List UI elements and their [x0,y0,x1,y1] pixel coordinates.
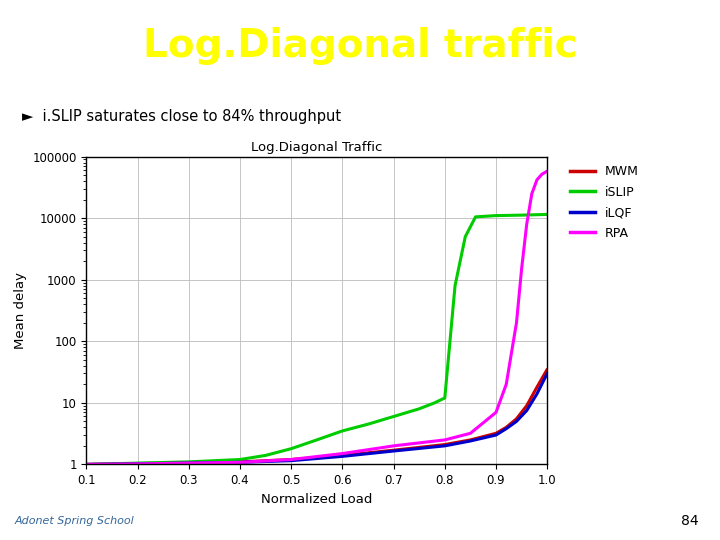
iSLIP [338,428,347,434]
iSLIP [184,458,193,465]
iLQF [502,426,510,432]
iSLIP [287,446,295,452]
iLQF [287,457,295,464]
MWM [492,430,500,436]
RPA [441,437,449,443]
iLQF [390,448,398,454]
RPA [184,460,193,467]
Text: Log.Diagonal traffic: Log.Diagonal traffic [143,27,577,65]
iSLIP [261,452,270,458]
MWM [82,461,91,468]
iLQF [235,459,244,465]
MWM [543,366,552,373]
RPA [528,191,536,197]
Line: iSLIP: iSLIP [86,214,547,464]
Title: Log.Diagonal Traffic: Log.Diagonal Traffic [251,141,382,154]
MWM [338,452,347,458]
MWM [287,456,295,463]
RPA [287,456,295,463]
iSLIP [133,460,142,467]
Line: RPA: RPA [86,171,547,464]
iLQF [441,443,449,449]
iSLIP [431,400,439,406]
RPA [502,381,510,388]
iLQF [184,460,193,467]
RPA [466,430,474,436]
MWM [133,461,142,467]
MWM [512,416,521,422]
iSLIP [390,413,398,420]
Text: Adonet Spring School: Adonet Spring School [14,516,134,526]
RPA [538,171,546,177]
iSLIP [415,406,423,412]
iSLIP [492,212,500,219]
RPA [82,461,91,468]
iSLIP [461,233,469,240]
RPA [338,450,347,457]
MWM [533,384,541,390]
RPA [235,459,244,465]
iLQF [82,461,91,468]
iSLIP [312,437,321,443]
RPA [517,266,526,272]
iLQF [533,390,541,397]
iLQF [492,432,500,438]
MWM [235,458,244,465]
RPA [133,461,142,467]
iSLIP [82,461,91,468]
Text: 84: 84 [681,514,698,528]
MWM [441,441,449,448]
RPA [512,320,521,326]
RPA [390,443,398,449]
iSLIP [517,212,526,218]
iSLIP [441,395,449,401]
iLQF [133,461,142,467]
iSLIP [471,214,480,220]
MWM [466,437,474,443]
iLQF [466,438,474,444]
Line: iLQF: iLQF [86,374,547,464]
iSLIP [364,421,372,428]
iSLIP [451,282,459,289]
Legend: MWM, iSLIP, iLQF, RPA: MWM, iSLIP, iLQF, RPA [567,163,641,242]
iLQF [523,407,531,414]
RPA [492,409,500,416]
Y-axis label: Mean delay: Mean delay [14,272,27,349]
Text: ►  i.SLIP saturates close to 84% throughput: ► i.SLIP saturates close to 84% throughp… [22,109,341,124]
Line: MWM: MWM [86,369,547,464]
iSLIP [543,211,552,218]
MWM [502,424,510,430]
RPA [523,221,531,227]
iLQF [338,453,347,460]
RPA [533,177,541,183]
iSLIP [235,456,244,463]
MWM [523,402,531,409]
MWM [184,460,193,466]
iLQF [512,418,521,424]
MWM [390,447,398,454]
X-axis label: Normalized Load: Normalized Load [261,492,372,505]
RPA [543,168,552,174]
iLQF [543,370,552,377]
